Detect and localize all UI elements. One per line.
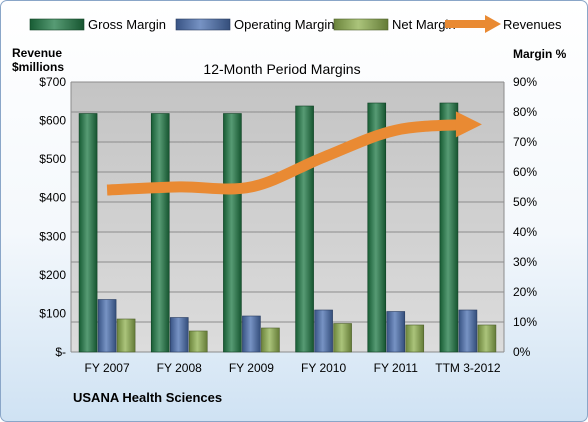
category-label: FY 2007 — [85, 361, 130, 375]
legend-arrowhead — [485, 15, 501, 33]
legend-swatch-net-margin — [333, 18, 389, 31]
bar-operating-margin — [97, 299, 117, 353]
bar-operating-margin — [458, 309, 478, 353]
right-tick-label: 90% — [513, 75, 537, 89]
right-tick-label: 20% — [513, 285, 537, 299]
bar-operating-margin — [314, 309, 333, 353]
revenue-series — [106, 111, 482, 196]
legend-swatch-gross-margin — [29, 18, 85, 31]
left-tick-label: $300 — [39, 229, 66, 243]
revenue-line — [106, 118, 469, 196]
legend-label-operating-margin: Operating Margin — [234, 17, 334, 32]
right-tick-label: 0% — [513, 345, 531, 359]
bar-gross-margin — [78, 113, 98, 353]
bar-net-margin — [477, 324, 497, 353]
chart-title: 12-Month Period Margins — [203, 61, 360, 77]
bar-net-margin — [405, 324, 425, 353]
company-footer: USANA Health Sciences — [73, 390, 222, 405]
bar-gross-margin — [367, 102, 387, 353]
bar-gross-margin — [223, 113, 242, 353]
category-label: TTM 3-2012 — [435, 361, 501, 375]
right-tick-label: 30% — [513, 255, 537, 269]
category-label: FY 2011 — [374, 361, 419, 375]
category-label: FY 2010 — [301, 361, 346, 375]
legend-label-revenues: Revenues — [503, 17, 562, 32]
bar-net-margin — [261, 327, 280, 353]
tick-labels: $- $100 $200 $300 $400 $500 $600 $700 0% 10% 20% 30… — [39, 75, 537, 375]
bar-operating-margin — [386, 311, 406, 353]
left-tick-label: $200 — [39, 268, 66, 282]
right-axis-label: Margin % — [513, 47, 567, 61]
category-label: FY 2008 — [157, 361, 202, 375]
legend-swatch-operating-margin — [175, 18, 231, 31]
bar-gross-margin — [150, 113, 170, 353]
left-axis-label-line1: Revenue — [12, 46, 62, 60]
right-tick-label: 10% — [513, 315, 537, 329]
bar-gross-margin — [295, 105, 314, 353]
left-tick-label: $500 — [39, 152, 66, 166]
left-tick-label: $- — [55, 345, 66, 359]
bar-net-margin — [188, 330, 208, 353]
right-tick-label: 40% — [513, 225, 537, 239]
left-axis-label-line2: $millions — [12, 60, 64, 74]
bar-gross-margin — [439, 102, 459, 353]
left-tick-label: $700 — [39, 75, 66, 89]
bar-operating-margin — [242, 315, 261, 353]
category-label: FY 2009 — [229, 361, 274, 375]
left-tick-label: $600 — [39, 114, 66, 128]
right-tick-label: 60% — [513, 165, 537, 179]
right-tick-label: 70% — [513, 135, 537, 149]
right-tick-label: 50% — [513, 195, 537, 209]
revenue-arrowhead — [455, 111, 482, 138]
right-tick-label: 80% — [513, 105, 537, 119]
bar-net-margin — [333, 323, 352, 353]
bar-net-margin — [116, 318, 136, 353]
legend-label-net-margin: Net Margin — [392, 17, 456, 32]
left-tick-label: $100 — [39, 306, 66, 320]
legend-label-gross-margin: Gross Margin — [88, 17, 166, 32]
legend: Gross Margin Operating Margin Net Margin Re… — [29, 15, 562, 33]
left-tick-label: $400 — [39, 191, 66, 205]
bar-operating-margin — [169, 317, 189, 353]
